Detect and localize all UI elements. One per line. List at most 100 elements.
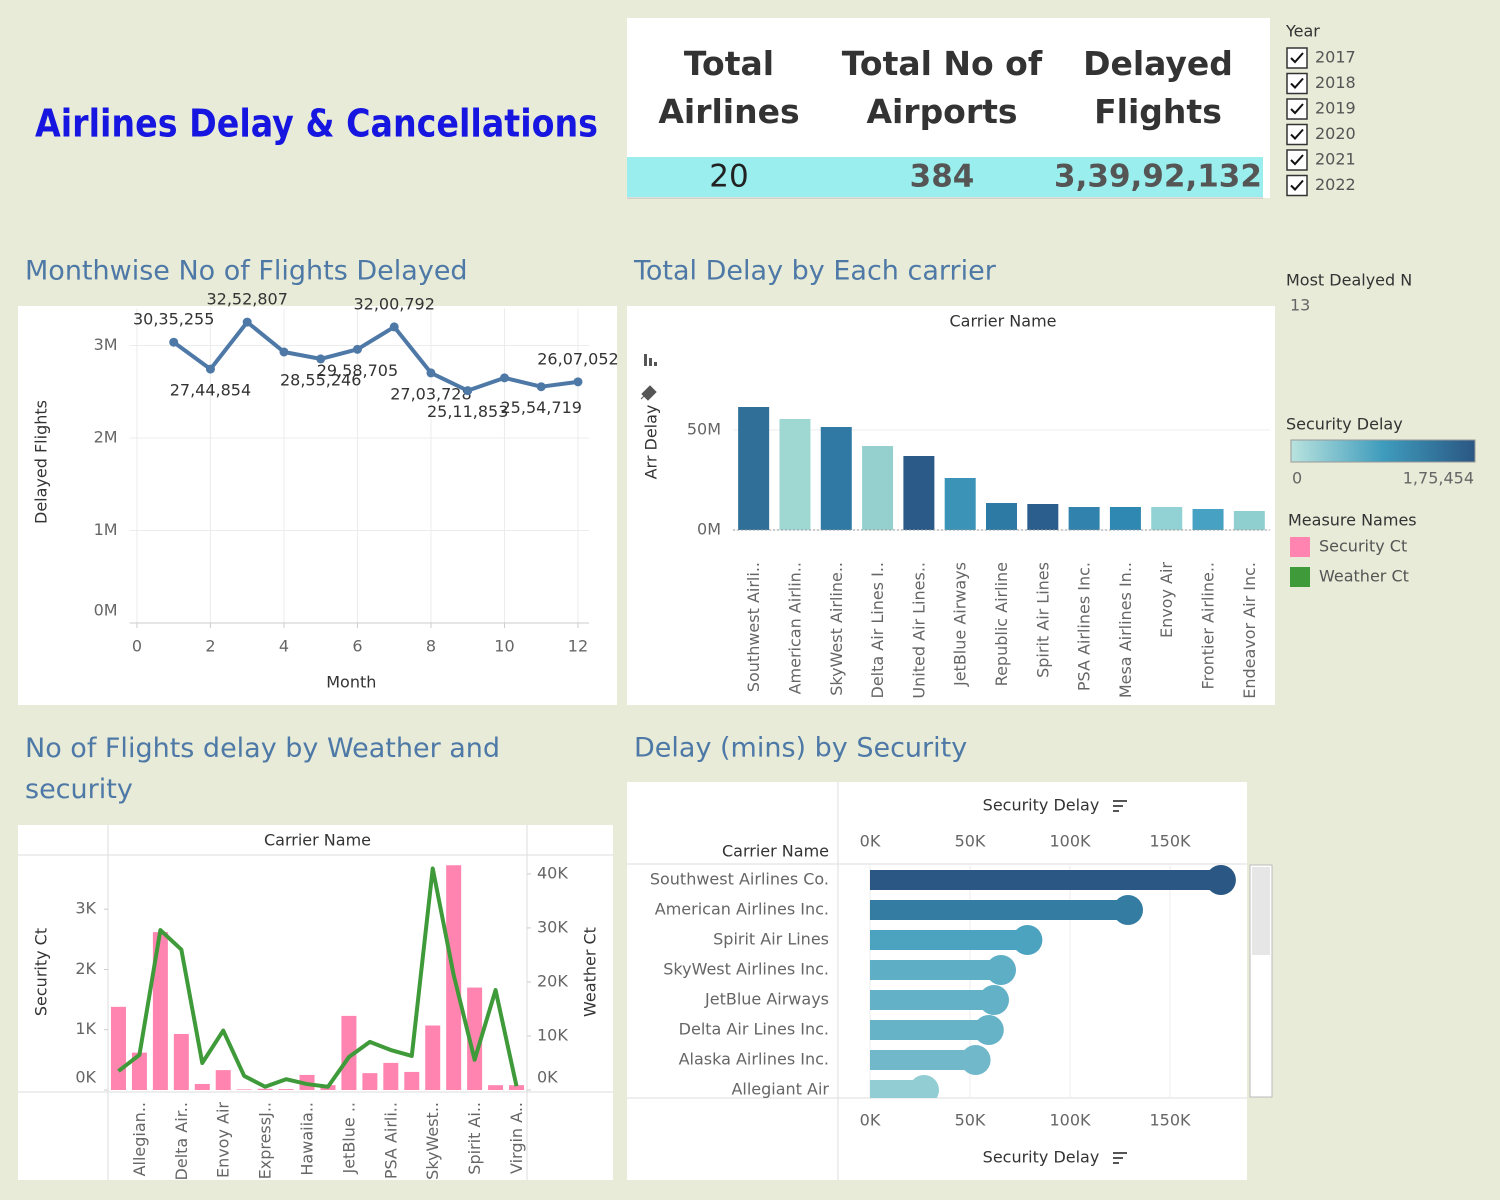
- y-tick-label: Spirit Air Lines: [713, 930, 829, 949]
- y-tick-label: JetBlue Airways: [704, 990, 829, 1009]
- pin-icon: [640, 385, 657, 401]
- bar: [194, 1083, 210, 1090]
- year-checkbox[interactable]: [1286, 98, 1308, 120]
- dashboard-title: Airlines Delay & Cancellations: [35, 102, 598, 146]
- kpi-header: Total Airlines: [658, 44, 800, 131]
- y-tick-label: Alaska Airlines Inc.: [679, 1050, 829, 1069]
- year-checkbox[interactable]: [1286, 174, 1308, 197]
- x-tick-label: Republic Airline: [992, 562, 1011, 686]
- kpi-value: 384: [910, 159, 975, 195]
- checkmark: [1290, 103, 1304, 115]
- checkbox: [1286, 47, 1308, 69]
- x-axis-title: Month: [326, 673, 376, 692]
- year-option: 2021: [1315, 150, 1356, 169]
- year-checkbox[interactable]: [1286, 47, 1308, 69]
- year-checkbox[interactable]: [1286, 72, 1308, 95]
- x-tick-label: ExpressJ..: [256, 1102, 275, 1179]
- x-tick-label: JetBlue Airways: [951, 562, 970, 687]
- year-checkbox[interactable]: [1286, 149, 1308, 171]
- legend-min: 0: [1292, 469, 1302, 488]
- bar: [1109, 507, 1141, 530]
- bar: [1151, 507, 1183, 530]
- sort-icon: [644, 354, 657, 366]
- point: [316, 354, 326, 364]
- year-checkbox[interactable]: [1286, 123, 1308, 146]
- y-tick-label: 0K: [75, 1068, 96, 1087]
- checkbox: [1286, 149, 1308, 171]
- bar: [362, 1073, 378, 1090]
- kpi-value-row: [627, 157, 1263, 197]
- bar: [215, 1070, 231, 1090]
- bar: [738, 407, 770, 530]
- kpi-header-box: Total Airlines: [658, 44, 800, 131]
- y-tick-label: American Airlines Inc.: [655, 900, 829, 919]
- filter-title: Year: [1285, 22, 1320, 41]
- point: [242, 317, 252, 327]
- bar: [488, 1085, 504, 1090]
- x-tick-label: Allegian..: [130, 1102, 149, 1176]
- y-tick-label: 0M: [94, 601, 118, 620]
- year-option: 2017: [1315, 48, 1356, 67]
- year-option: 2022: [1315, 175, 1356, 194]
- y-tick-label: 1M: [94, 520, 118, 539]
- lollipop-head: [909, 1075, 939, 1098]
- x-tick-label: Spirit Air Lines: [1033, 562, 1052, 678]
- y2-tick-label: 30K: [537, 917, 568, 936]
- data-label: 29,58,705: [317, 361, 398, 380]
- scroll-thumb: [1252, 867, 1270, 955]
- bar: [870, 990, 994, 1010]
- panel: [627, 782, 1247, 1180]
- rows: Southwest Airlines Co. American Airlines …: [650, 865, 1236, 1098]
- y-axis-title: Delayed Flights: [32, 400, 51, 524]
- bar: [509, 1085, 525, 1090]
- data-label: 27,44,854: [170, 381, 251, 400]
- lollipop-head: [960, 1045, 991, 1075]
- kpi-header: Delayed Flights: [1083, 44, 1233, 131]
- bar: [870, 930, 1028, 950]
- x-tick-label: Frontier Airline..: [1199, 562, 1218, 689]
- x-tick-label: 0K: [860, 1111, 881, 1130]
- y-axis-title: Security Ct: [32, 928, 51, 1016]
- checkmark: [1290, 77, 1304, 89]
- point: [169, 337, 179, 347]
- legend-gradient: [1290, 439, 1476, 463]
- lollipop-head: [1205, 865, 1236, 895]
- x-axis-title: Security Delay: [983, 1148, 1100, 1167]
- x-tick-label: 10: [494, 637, 514, 656]
- panel: [18, 306, 617, 705]
- checkbox: [1286, 98, 1308, 120]
- header: Carrier Name: [722, 842, 829, 861]
- x-tick-label: Mesa Airlines In..: [1116, 562, 1135, 698]
- data-label: 30,35,255: [133, 310, 214, 329]
- y-tick-label: 0M: [697, 520, 721, 539]
- checkmark: [1290, 52, 1304, 64]
- lollipop-head: [973, 1015, 1004, 1045]
- lollipop-head: [979, 985, 1009, 1015]
- bar: [341, 1015, 357, 1090]
- bar: [404, 1071, 420, 1090]
- bar: [257, 1088, 273, 1090]
- line: [172, 320, 579, 393]
- header: Carrier Name: [949, 312, 1056, 331]
- x-tick-label: 2: [205, 637, 215, 656]
- kpi-header-box: Total No of Airports: [842, 44, 1042, 131]
- bar: [862, 446, 894, 530]
- x-tick-label: Spirit Ai..: [465, 1102, 484, 1175]
- x-tick-label: Virgin A..: [507, 1102, 526, 1174]
- x-tick-label: American Airlin..: [785, 562, 804, 694]
- bar: [152, 932, 168, 1090]
- checkmark: [1290, 128, 1304, 140]
- lollipop-head: [1012, 925, 1043, 955]
- lollipop-head: [986, 955, 1016, 985]
- bar: [870, 1020, 989, 1040]
- point: [573, 377, 583, 387]
- bar: [131, 1052, 147, 1090]
- x-tick-label: 4: [279, 637, 289, 656]
- checkmark: [1290, 179, 1304, 191]
- y2-tick-label: 40K: [537, 863, 568, 882]
- point: [463, 386, 473, 396]
- y-tick-label: SkyWest Airlines Inc.: [663, 960, 829, 979]
- lollipop-head: [1113, 895, 1143, 925]
- chart-title: Monthwise No of Flights Delayed: [25, 256, 468, 287]
- point: [279, 347, 289, 357]
